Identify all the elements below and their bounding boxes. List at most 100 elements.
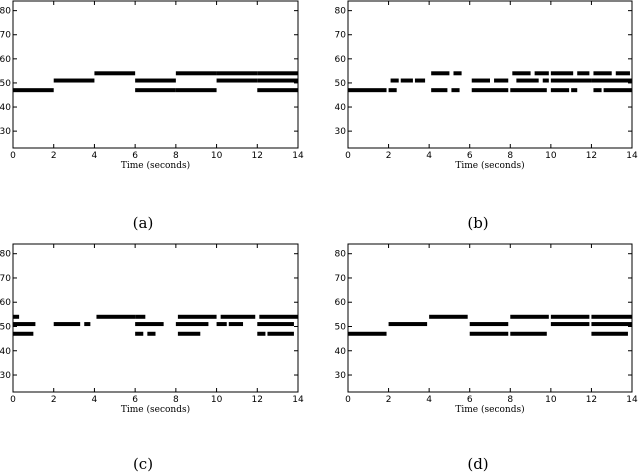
note-bar xyxy=(469,331,509,336)
y-tick-label: 60 xyxy=(0,55,11,65)
note-bar xyxy=(175,71,217,76)
note-bar xyxy=(147,331,156,336)
note-bar xyxy=(13,88,54,93)
y-tick-label: 70 xyxy=(335,31,347,41)
x-tick-label: 12 xyxy=(252,395,263,405)
note-bar xyxy=(577,71,590,76)
y-tick-label: 60 xyxy=(335,298,347,308)
note-bar xyxy=(388,88,397,93)
note-bar xyxy=(53,322,81,327)
x-axis-label: Time (seconds) xyxy=(455,160,524,171)
note-bar xyxy=(259,314,298,319)
x-tick-label: 4 xyxy=(92,151,98,161)
y-tick-label: 80 xyxy=(335,7,347,17)
note-bar xyxy=(510,314,549,319)
note-bar xyxy=(228,322,244,327)
x-tick-label: 4 xyxy=(426,151,432,161)
x-tick-label: 12 xyxy=(586,151,597,161)
y-tick-label: 40 xyxy=(0,103,11,113)
note-bar xyxy=(603,88,632,93)
y-tick-label: 30 xyxy=(0,127,11,137)
panel-d: 0 2 4 6 8 10 12 14 30 40 50 60 70 80 Time (seconds) (d) xyxy=(335,243,638,473)
y-tick-label: 70 xyxy=(335,274,347,284)
note-bar xyxy=(257,331,266,336)
y-tick-label: 70 xyxy=(0,274,11,284)
x-tick-label: 12 xyxy=(586,395,597,405)
note-bar xyxy=(94,71,136,76)
note-bars xyxy=(13,71,298,93)
y-tick-label: 30 xyxy=(335,127,347,137)
note-bar xyxy=(400,78,413,83)
note-bar xyxy=(534,71,549,76)
plot-frame xyxy=(347,243,633,393)
x-tick-label: 10 xyxy=(211,395,223,405)
note-bar xyxy=(593,71,612,76)
note-bar xyxy=(469,322,509,327)
y-tick-label: 50 xyxy=(335,79,347,89)
note-bar xyxy=(451,88,460,93)
x-tick-label: 14 xyxy=(626,395,638,405)
note-bar xyxy=(414,78,426,83)
y-tick-label: 70 xyxy=(0,31,11,41)
x-tick-label: 10 xyxy=(545,395,557,405)
x-tick-label: 14 xyxy=(292,151,304,161)
note-bar xyxy=(550,88,570,93)
x-tick-label: 6 xyxy=(467,395,473,405)
x-tick-label: 10 xyxy=(545,151,557,161)
x-tick-label: 8 xyxy=(507,395,513,405)
x-tick-label: 6 xyxy=(132,151,138,161)
panel-caption: (c) xyxy=(133,455,153,473)
note-bar xyxy=(494,78,509,83)
note-bar xyxy=(453,71,462,76)
x-tick-label: 4 xyxy=(92,395,98,405)
note-bar xyxy=(512,71,531,76)
note-bar xyxy=(550,314,590,319)
note-bar xyxy=(591,314,632,319)
x-tick-label: 0 xyxy=(10,151,16,161)
y-tick-label: 80 xyxy=(0,7,11,17)
note-bar xyxy=(257,322,294,327)
note-bar xyxy=(348,331,387,336)
panel-caption: (b) xyxy=(467,214,488,232)
note-bar xyxy=(96,314,136,319)
note-bar xyxy=(216,322,227,327)
y-tick-label: 50 xyxy=(335,322,347,332)
note-bar xyxy=(615,71,630,76)
note-bar xyxy=(135,314,146,319)
note-bar xyxy=(135,322,164,327)
y-tick-label: 30 xyxy=(335,371,347,381)
note-bar xyxy=(84,322,91,327)
note-bar xyxy=(135,331,144,336)
x-tick-label: 0 xyxy=(10,395,16,405)
note-bar xyxy=(591,322,632,327)
y-tick-label: 40 xyxy=(0,347,11,357)
y-tick-label: 40 xyxy=(335,103,347,113)
panel-caption: (d) xyxy=(467,455,488,473)
x-axis-label: Time (seconds) xyxy=(121,404,190,415)
note-bar xyxy=(175,322,209,327)
x-tick-label: 8 xyxy=(173,395,179,405)
x-axis-label: Time (seconds) xyxy=(455,404,524,415)
note-bar xyxy=(348,88,387,93)
x-tick-label: 6 xyxy=(132,395,138,405)
x-tick-label: 14 xyxy=(626,151,638,161)
y-tick-label: 50 xyxy=(0,79,11,89)
note-bar xyxy=(471,78,490,83)
note-bar xyxy=(550,71,574,76)
note-bar xyxy=(550,78,592,83)
y-tick-label: 30 xyxy=(0,371,11,381)
panel-c: 0 2 4 6 8 10 12 14 30 40 50 60 70 80 Time (seconds) (c) xyxy=(0,243,304,473)
note-bar xyxy=(516,78,539,83)
x-tick-label: 10 xyxy=(211,151,223,161)
note-bar xyxy=(257,78,298,83)
y-tick-label: 60 xyxy=(0,298,11,308)
x-tick-label: 8 xyxy=(507,151,513,161)
x-tick-label: 8 xyxy=(173,151,179,161)
note-bar xyxy=(542,78,549,83)
x-tick-label: 0 xyxy=(345,151,351,161)
y-tick-label: 80 xyxy=(335,250,347,260)
x-tick-label: 2 xyxy=(51,151,57,161)
y-tick-label: 40 xyxy=(335,347,347,357)
note-bar xyxy=(257,71,298,76)
panel-caption: (a) xyxy=(133,214,154,232)
